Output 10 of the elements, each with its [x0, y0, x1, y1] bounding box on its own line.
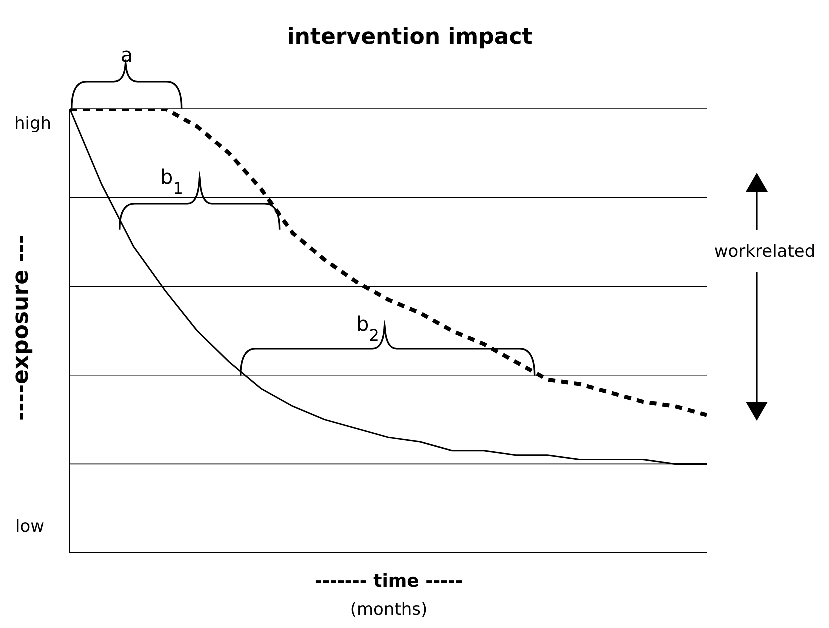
chart-title: intervention impact — [287, 25, 534, 50]
y-axis-title: ----exposure --- — [9, 234, 34, 422]
text: low — [15, 517, 45, 537]
x-axis-title: ------- time ----- — [315, 571, 463, 592]
text: a — [120, 43, 134, 67]
annotation: b$_{1}$ — [160, 165, 184, 198]
text: high — [14, 114, 52, 134]
text: (months) — [350, 600, 428, 620]
annotation: b$_{2}$ — [356, 312, 380, 344]
text: workrelated — [714, 242, 816, 262]
